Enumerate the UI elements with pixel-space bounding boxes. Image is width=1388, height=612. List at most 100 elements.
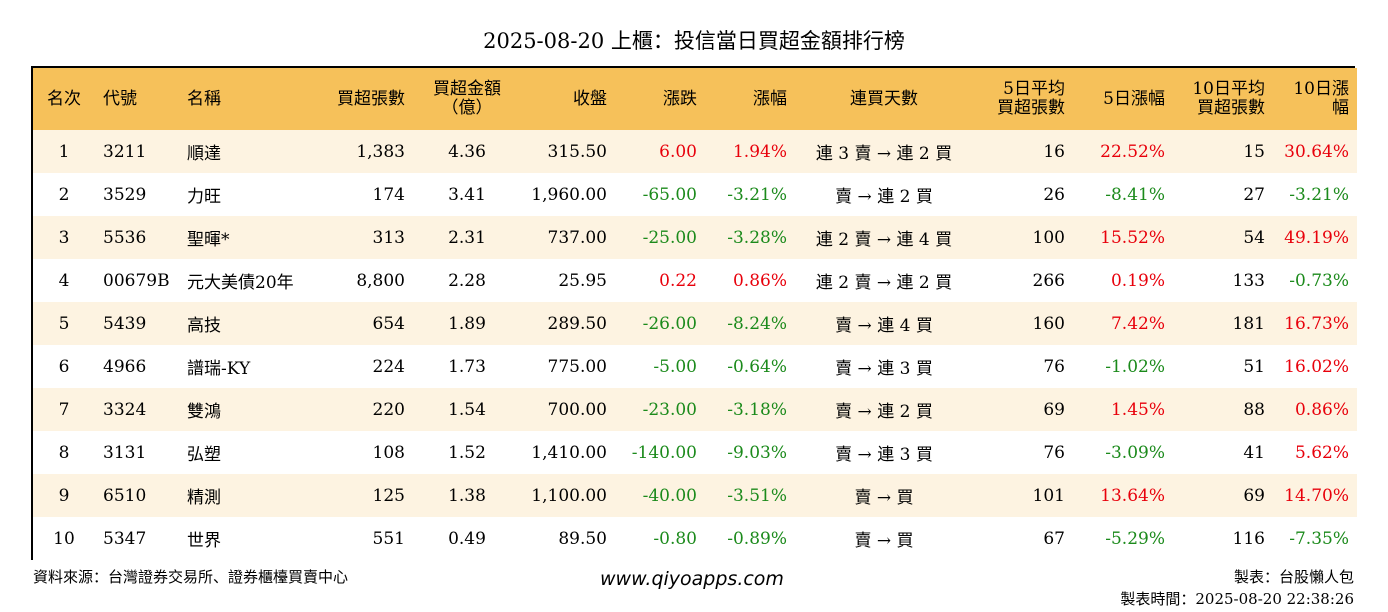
cell-avg10-lots: 41 <box>1243 442 1265 463</box>
cell-avg5-lots: 76 <box>1043 356 1065 377</box>
cell-pct10: 16.02% <box>1284 356 1349 377</box>
cell-avg10-lots: 116 <box>1232 528 1265 549</box>
cell-rank: 5 <box>58 313 70 334</box>
header-code: 代號 <box>103 88 137 109</box>
cell-avg10-lots: 88 <box>1243 399 1265 420</box>
cell-net-buy-amount: 0.49 <box>448 528 486 549</box>
cell-avg10-lots: 133 <box>1232 270 1265 291</box>
cell-avg5-lots: 69 <box>1043 399 1065 420</box>
cell-avg5-lots: 16 <box>1043 141 1065 162</box>
cell-net-buy-lots: 224 <box>372 356 405 377</box>
table-row: 3 5536 聖暉* 313 2.31 737.00 -25.00 -3.28% 連 2 賣 →… <box>33 216 1357 259</box>
cell-avg5-lots: 266 <box>1032 270 1065 291</box>
cell-pct10: -3.21% <box>1289 184 1349 205</box>
header-change-pct: 漲幅 <box>753 88 787 109</box>
table-row: 1 3211 順達 1,383 4.36 315.50 6.00 1.94% 連 3 賣 → 連… <box>33 130 1357 173</box>
header-close: 收盤 <box>573 88 607 109</box>
cell-close: 1,100.00 <box>531 485 607 506</box>
cell-net-buy-lots: 108 <box>372 442 405 463</box>
cell-net-buy-amount: 2.31 <box>448 227 486 248</box>
cell-avg10-lots: 51 <box>1243 356 1265 377</box>
cell-consecutive-days: 賣 → 買 <box>854 531 914 551</box>
cell-name: 譜瑞-KY <box>187 359 251 379</box>
cell-close: 315.50 <box>547 141 607 162</box>
header-name: 名稱 <box>187 88 221 109</box>
cell-code: 4966 <box>103 356 147 377</box>
cell-code: 3529 <box>103 184 147 205</box>
cell-net-buy-lots: 8,800 <box>356 270 405 291</box>
cell-avg10-lots: 27 <box>1243 184 1265 205</box>
cell-code: 3324 <box>103 399 147 420</box>
table-body: 1 3211 順達 1,383 4.36 315.50 6.00 1.94% 連 3 賣 → 連… <box>33 130 1357 560</box>
cell-pct5: -3.09% <box>1105 442 1165 463</box>
cell-change-pct: -0.64% <box>727 356 787 377</box>
cell-code: 3211 <box>103 141 147 162</box>
cell-net-buy-amount: 1.54 <box>448 399 486 420</box>
cell-pct10: 49.19% <box>1284 227 1349 248</box>
cell-avg10-lots: 15 <box>1243 141 1265 162</box>
cell-change: 0.22 <box>659 270 697 291</box>
cell-change: -5.00 <box>653 356 697 377</box>
cell-rank: 6 <box>58 356 70 377</box>
cell-consecutive-days: 連 2 賣 → 連 2 買 <box>815 273 953 293</box>
cell-avg5-lots: 100 <box>1032 227 1065 248</box>
cell-name: 元大美債20年 <box>187 273 294 293</box>
cell-change: -0.80 <box>653 528 697 549</box>
cell-change: -140.00 <box>631 442 697 463</box>
cell-pct10: 14.70% <box>1284 485 1349 506</box>
cell-change-pct: -3.28% <box>727 227 787 248</box>
cell-change: -65.00 <box>642 184 697 205</box>
cell-change-pct: -0.89% <box>727 528 787 549</box>
cell-consecutive-days: 賣 → 買 <box>854 488 914 508</box>
cell-change-pct: -3.18% <box>727 399 787 420</box>
cell-name: 高技 <box>187 316 221 336</box>
cell-name: 力旺 <box>187 187 221 207</box>
cell-consecutive-days: 賣 → 連 2 買 <box>835 402 933 422</box>
cell-pct5: 7.42% <box>1110 313 1165 334</box>
cell-consecutive-days: 賣 → 連 2 買 <box>835 187 933 207</box>
cell-code: 3131 <box>103 442 147 463</box>
header-pct5: 5日漲幅 <box>1103 88 1165 109</box>
cell-change-pct: -3.21% <box>727 184 787 205</box>
cell-pct5: 15.52% <box>1100 227 1165 248</box>
cell-rank: 9 <box>58 485 70 506</box>
cell-change: -40.00 <box>642 485 697 506</box>
ranking-table: 名次 代號 名稱 買超張數 買超金額 （億） 收盤 漲跌 漲幅 連買天數 5日平均 買超張數 5日漲幅 1… <box>31 66 1357 560</box>
cell-name: 雙鴻 <box>187 402 221 422</box>
made-time-label: 製表時間：2025-08-20 22:38:26 <box>1120 590 1354 608</box>
cell-code: 00679B <box>103 270 170 291</box>
table-row: 10 5347 世界 551 0.49 89.50 -0.80 -0.89% 賣 → 買 67 -5… <box>33 517 1357 560</box>
table-row: 9 6510 精測 125 1.38 1,100.00 -40.00 -3.51% 賣 → 買 1… <box>33 474 1357 517</box>
cell-net-buy-amount: 1.38 <box>448 485 486 506</box>
cell-net-buy-lots: 1,383 <box>356 141 405 162</box>
cell-change: 6.00 <box>659 141 697 162</box>
cell-net-buy-lots: 220 <box>372 399 405 420</box>
website-link[interactable]: www.qiyoapps.com <box>600 568 784 590</box>
maker-label: 製表：台股懶人包 <box>1233 568 1354 586</box>
cell-name: 弘塑 <box>187 445 221 465</box>
data-source: 資料來源：台灣證券交易所、證券櫃檯買賣中心 <box>33 568 349 586</box>
cell-consecutive-days: 連 3 賣 → 連 2 買 <box>815 144 953 164</box>
cell-rank: 3 <box>58 227 70 248</box>
table-row: 7 3324 雙鴻 220 1.54 700.00 -23.00 -3.18% 賣 → 連 2 … <box>33 388 1357 431</box>
cell-net-buy-amount: 1.89 <box>448 313 486 334</box>
cell-rank: 10 <box>53 528 75 549</box>
header-change: 漲跌 <box>663 88 697 109</box>
table-row: 2 3529 力旺 174 3.41 1,960.00 -65.00 -3.21% 賣 → 連 … <box>33 173 1357 216</box>
cell-close: 89.50 <box>558 528 607 549</box>
cell-pct10: 30.64% <box>1284 141 1349 162</box>
cell-pct5: 1.45% <box>1110 399 1165 420</box>
cell-pct10: 5.62% <box>1294 442 1349 463</box>
header-consecutive-days: 連買天數 <box>850 88 918 109</box>
cell-net-buy-lots: 551 <box>372 528 405 549</box>
cell-avg10-lots: 54 <box>1243 227 1265 248</box>
cell-code: 5347 <box>103 528 147 549</box>
cell-rank: 2 <box>58 184 70 205</box>
cell-consecutive-days: 賣 → 連 4 買 <box>835 316 933 336</box>
header-avg5-lots: 5日平均 買超張數 <box>997 79 1065 118</box>
cell-net-buy-amount: 2.28 <box>448 270 486 291</box>
cell-net-buy-lots: 125 <box>372 485 405 506</box>
cell-pct5: 22.52% <box>1100 141 1165 162</box>
header-avg10-lots: 10日平均 買超張數 <box>1192 79 1265 118</box>
cell-rank: 7 <box>58 399 70 420</box>
